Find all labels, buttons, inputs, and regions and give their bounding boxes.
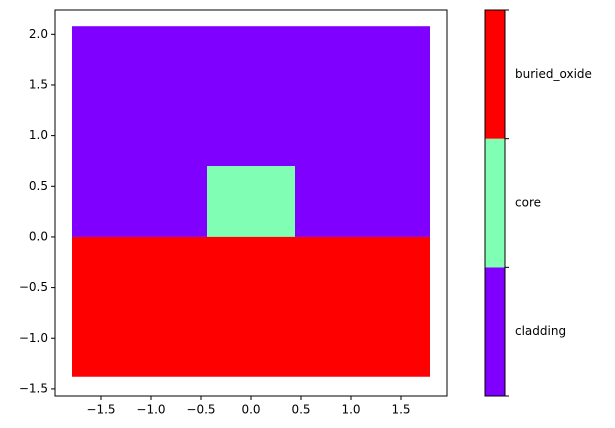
colorbar-label: cladding [515,324,566,338]
x-tick-label: 1.5 [391,403,410,417]
y-tick-label: 1.0 [29,128,48,142]
y-tick-label: 2.0 [29,27,48,41]
y-tick-label: −1.5 [19,381,48,395]
y-tick-label: 0.0 [29,229,48,243]
y-tick-label: −0.5 [19,280,48,294]
x-tick-label: 0.0 [241,403,260,417]
y-tick-label: −1.0 [19,331,48,345]
x-tick-label: −0.5 [186,403,215,417]
colorbar-label: core [515,196,541,210]
region [207,166,295,237]
region [72,236,430,377]
colorbar-swatch [485,138,505,268]
y-tick-label: 0.5 [29,179,48,193]
x-tick-label: −1.5 [86,403,115,417]
colorbar-swatch [485,10,505,139]
y-tick-label: 1.5 [29,77,48,91]
colorbar-frame [484,9,506,397]
x-tick-label: 1.0 [341,403,360,417]
colorbar-label: buried_oxide [515,67,592,81]
x-tick-label: −1.0 [136,403,165,417]
x-tick-label: 0.5 [291,403,310,417]
colorbar-swatch [485,267,505,396]
